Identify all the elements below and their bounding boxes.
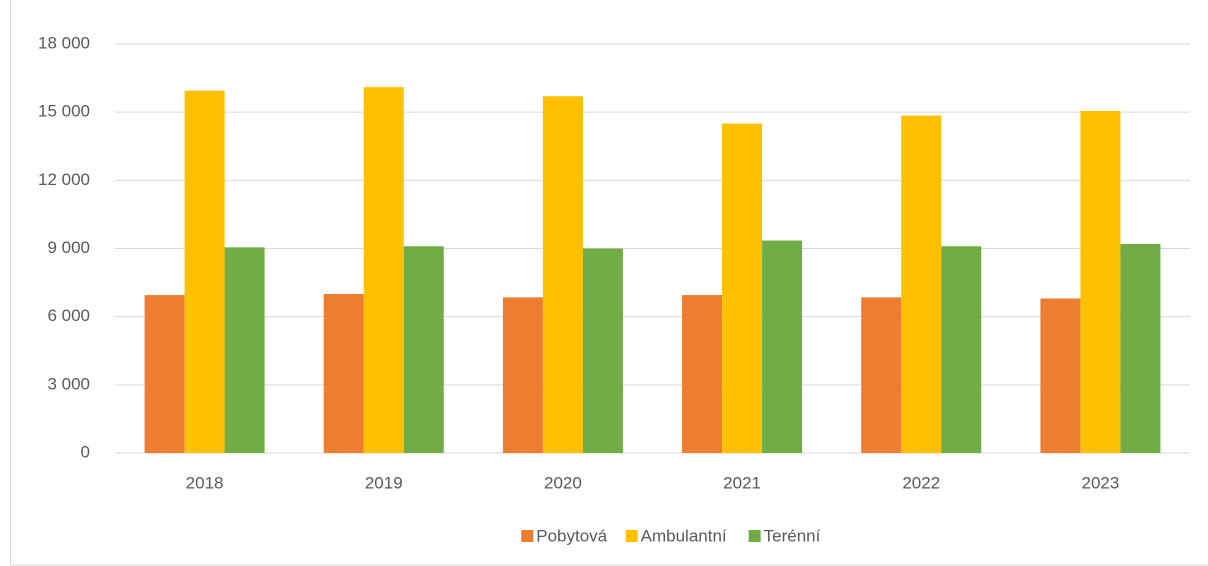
y-tick-label: 6 000: [47, 306, 90, 325]
bar: [582, 248, 623, 453]
bar: [1080, 111, 1121, 454]
bar: [1040, 298, 1081, 453]
y-tick-label: 0: [81, 442, 90, 461]
x-tick-label: 2018: [186, 473, 224, 492]
bar: [941, 246, 982, 453]
x-tick-label: 2019: [365, 473, 403, 492]
bar: [363, 87, 404, 453]
x-tick-label: 2022: [902, 473, 940, 492]
x-tick-label: 2023: [1082, 473, 1120, 492]
bar: [682, 295, 723, 453]
x-tick-label: 2020: [544, 473, 582, 492]
bar: [403, 246, 444, 453]
legend-swatch: [521, 530, 534, 542]
y-tick-label: 9 000: [47, 238, 90, 257]
bar: [1120, 243, 1161, 453]
bar: [762, 240, 803, 453]
bar: [861, 297, 902, 453]
bar: [224, 247, 265, 453]
legend-label: Terénní: [764, 526, 821, 545]
bar: [502, 297, 543, 453]
bar: [722, 123, 763, 454]
chart-frame: [10, 0, 1208, 566]
legend-swatch: [625, 530, 638, 542]
bar: [323, 293, 364, 453]
legend-swatch: [748, 530, 761, 542]
bar: [144, 295, 185, 453]
bar: [184, 90, 225, 453]
legend-label: Pobytová: [536, 526, 607, 545]
bar: [542, 96, 583, 453]
y-tick-label: 18 000: [38, 33, 90, 52]
bar: [901, 115, 942, 453]
y-tick-label: 12 000: [38, 170, 90, 189]
y-tick-label: 3 000: [47, 374, 90, 393]
y-tick-label: 15 000: [38, 102, 90, 121]
legend-label: Ambulantní: [641, 526, 727, 545]
x-tick-label: 2021: [723, 473, 761, 492]
